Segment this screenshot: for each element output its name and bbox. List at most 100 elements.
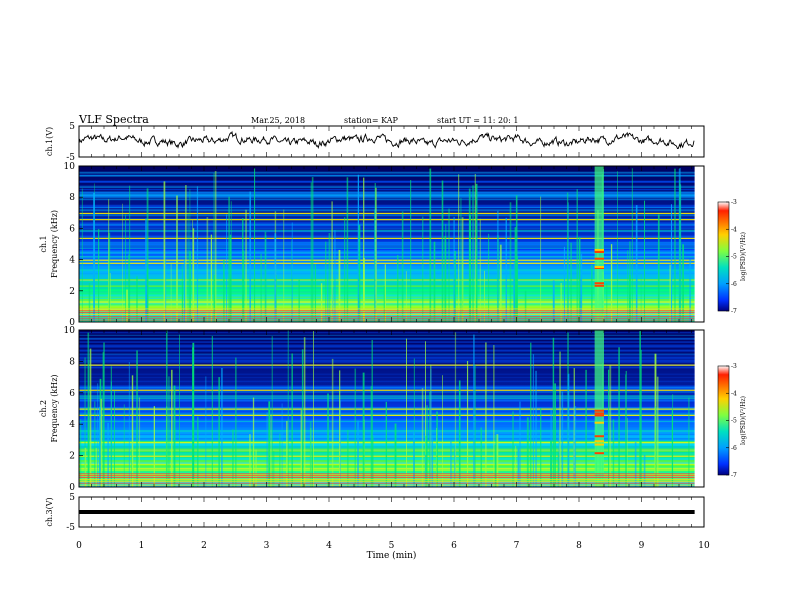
spectral-streak (79, 188, 704, 190)
sferic-streak (136, 350, 138, 487)
no-data-region (694, 330, 704, 487)
sferic-streak (249, 191, 251, 322)
sferic-streak (129, 185, 131, 322)
spectral-streak (79, 380, 704, 383)
sferic-streak (252, 397, 255, 487)
sferic-streak (287, 330, 289, 487)
spectral-streak (79, 198, 704, 201)
spectral-streak (79, 356, 704, 359)
sferic-streak (136, 276, 138, 322)
colorbar-label: log(PSD)(V²/Hz) (740, 396, 747, 445)
sferic-streak (254, 168, 256, 322)
hum-line (79, 219, 704, 221)
y-tick-label: 8 (69, 357, 75, 367)
sferic-streak (223, 259, 225, 322)
burst-hot-spot (594, 414, 604, 417)
spectral-streak (79, 431, 704, 434)
hum-line (79, 414, 704, 416)
hum-line (79, 455, 704, 457)
sferic-streak (530, 342, 532, 487)
sferic-streak (540, 196, 542, 322)
spectral-streak (79, 469, 704, 471)
y-axis-label: Frequency (kHz) (50, 210, 59, 278)
spectral-streak (79, 387, 704, 389)
sferic-streak (165, 330, 168, 487)
sferic-streak (88, 282, 91, 322)
sferic-streak (563, 246, 565, 322)
sferic-streak (314, 264, 317, 322)
sferic-streak (397, 255, 399, 322)
spectral-streak (79, 410, 704, 412)
colorbar-tick-label: -5 (731, 418, 737, 425)
hum-line (79, 259, 704, 261)
spectral-streak (79, 471, 704, 473)
sferic-streak (228, 196, 230, 322)
sferic-streak (540, 408, 542, 487)
sferic-streak (474, 173, 476, 322)
low-freq-line (79, 315, 704, 317)
y-tick-label: 0 (69, 318, 75, 328)
spectral-streak (79, 385, 704, 388)
spectral-streak (79, 433, 704, 436)
sferic-streak (206, 217, 209, 322)
sferic-streak (422, 216, 424, 322)
sferic-streak (109, 273, 111, 322)
sferic-streak (384, 264, 386, 322)
sferic-streak (426, 405, 428, 487)
sferic-streak (385, 401, 388, 487)
colorbar-tick-label: -6 (731, 281, 737, 288)
sferic-streak (431, 438, 434, 487)
spectral-streak (79, 449, 704, 451)
spectral-streak (79, 338, 704, 340)
sferic-streak (192, 228, 195, 322)
spectral-streak (79, 231, 704, 233)
sferic-streak (196, 186, 199, 322)
sferic-streak (524, 290, 527, 322)
low-freq-line (79, 314, 704, 315)
spectral-streak (79, 373, 704, 375)
spectral-streak (79, 464, 704, 467)
hum-line (79, 408, 704, 410)
sferic-streak (494, 445, 497, 487)
sferic-streak (279, 433, 281, 487)
sferic-streak (444, 236, 447, 322)
sferic-streak (211, 336, 213, 487)
sferic-streak (260, 253, 262, 322)
spectral-streak (79, 298, 704, 300)
sferic-streak (327, 393, 329, 487)
sferic-streak (560, 282, 563, 322)
sferic-streak (495, 434, 497, 487)
sferic-streak (291, 222, 293, 322)
spectral-streak (79, 453, 704, 455)
burst-hot-spot (594, 257, 604, 260)
spectral-streak (79, 349, 704, 352)
sferic-streak (429, 391, 431, 487)
burst-band (594, 330, 604, 487)
sferic-streak (192, 220, 194, 322)
spectral-streak (79, 289, 704, 292)
sferic-streak (678, 180, 681, 322)
sferic-streak (448, 208, 450, 322)
sferic-streak (608, 369, 610, 487)
colorbar-tick-label: -5 (731, 254, 737, 261)
sferic-streak (220, 367, 223, 487)
y-tick-label: 6 (69, 389, 75, 399)
sferic-streak (103, 342, 105, 487)
spectral-streak (79, 426, 704, 428)
y-tick-label: -5 (66, 523, 75, 533)
sferic-streak (97, 383, 99, 487)
low-freq-line (79, 480, 704, 482)
x-tick-label: 9 (639, 541, 645, 551)
no-data-region (694, 166, 704, 322)
spectral-streak (79, 341, 704, 343)
spectral-streak (79, 301, 704, 304)
sferic-streak (617, 171, 618, 322)
sferic-streak (249, 434, 251, 487)
spectral-streak (79, 304, 704, 306)
sferic-streak (123, 404, 125, 487)
sferic-streak (429, 168, 432, 322)
y-tick-label: 0 (69, 483, 75, 493)
y-tick-label: 6 (69, 224, 75, 234)
spectral-streak (79, 294, 704, 297)
sferic-streak (552, 337, 555, 487)
